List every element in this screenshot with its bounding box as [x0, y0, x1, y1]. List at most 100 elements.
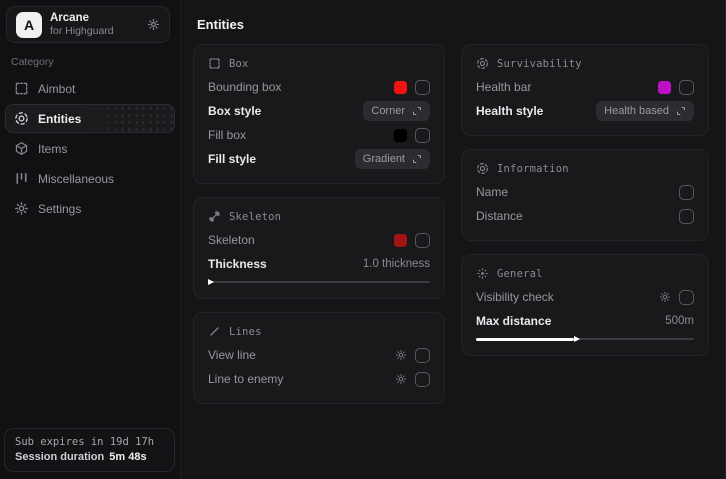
setting-row-bounding-box: Bounding box	[208, 75, 430, 99]
sidebar-item-label: Items	[38, 141, 68, 156]
scan-circle-icon	[14, 111, 29, 126]
gear-icon[interactable]	[395, 349, 407, 361]
health-style-dropdown[interactable]: Health based	[596, 101, 694, 121]
thickness-value: 1.0 thickness	[362, 258, 430, 270]
setting-label: Health style	[476, 104, 544, 118]
slider-thumb[interactable]	[574, 336, 581, 342]
dropdown-value: Corner	[371, 105, 405, 117]
gear-icon[interactable]	[395, 373, 407, 385]
sidebar-item-label: Miscellaneous	[38, 171, 115, 186]
bars-icon	[14, 171, 29, 186]
card-title: Survivability	[497, 57, 582, 70]
setting-label: Bounding box	[208, 80, 282, 94]
sidebar-item-label: Settings	[38, 201, 82, 216]
card-title: Information	[497, 162, 569, 175]
color-swatch[interactable]	[394, 128, 407, 142]
distance-checkbox[interactable]	[679, 208, 694, 224]
setting-row-line-to-enemy: Line to enemy	[208, 367, 430, 391]
diagonal-line-icon	[208, 325, 221, 338]
sidebar-nav: Aimbot Entities Items Miscellaneous	[5, 74, 175, 224]
line-to-enemy-checkbox[interactable]	[415, 371, 430, 387]
skeleton-checkbox[interactable]	[415, 232, 430, 248]
setting-label: View line	[208, 348, 256, 362]
sidebar-item-label: Entities	[38, 111, 82, 126]
sidebar-item-settings[interactable]: Settings	[5, 194, 175, 223]
setting-row-skeleton: Skeleton	[208, 228, 430, 252]
bone-icon	[208, 210, 221, 223]
slider-track	[476, 336, 694, 342]
setting-row-fill-style: Fill style Gradient	[208, 147, 430, 171]
sidebar-item-entities[interactable]: Entities	[5, 104, 175, 133]
right-column: Survivability Health bar Health style He…	[461, 44, 709, 356]
app-subtitle: for Highguard	[50, 25, 114, 38]
corner-pick-icon	[412, 106, 422, 116]
setting-row-max-distance: Max distance 500m	[476, 309, 694, 333]
view-line-checkbox[interactable]	[415, 347, 430, 363]
session-duration-text: Session duration 5m 48s	[15, 451, 164, 463]
color-swatch[interactable]	[394, 233, 407, 247]
setting-label: Fill style	[208, 152, 257, 166]
setting-label: Fill box	[208, 128, 247, 142]
gear-icon[interactable]	[659, 291, 671, 303]
card-title: General	[497, 267, 543, 280]
dot-pattern	[76, 105, 174, 132]
information-card: Information Name Distance	[461, 149, 709, 241]
subscription-info-card: Sub expires in 19d 17h Session duration 5…	[4, 428, 175, 472]
thickness-slider[interactable]	[208, 278, 430, 286]
name-checkbox[interactable]	[679, 184, 694, 200]
setting-row-fill-box: Fill box	[208, 123, 430, 147]
setting-label: Visibility check	[476, 290, 554, 304]
setting-row-health-style: Health style Health based	[476, 99, 694, 123]
slider-fill	[476, 336, 581, 342]
cube-icon	[14, 141, 29, 156]
setting-row-distance: Distance	[476, 204, 694, 228]
max-distance-value: 500m	[665, 315, 694, 327]
card-title: Skeleton	[229, 210, 282, 223]
max-distance-slider[interactable]	[476, 335, 694, 343]
setting-row-view-line: View line	[208, 343, 430, 367]
color-swatch[interactable]	[394, 80, 407, 94]
bounding-box-checkbox[interactable]	[415, 79, 430, 95]
setting-label: Line to enemy	[208, 372, 284, 386]
crosshair-box-icon	[14, 81, 29, 96]
setting-label: Health bar	[476, 80, 532, 94]
app-name: Arcane	[50, 11, 89, 24]
general-card: General Visibility check Max distance 50…	[461, 254, 709, 356]
survivability-card: Survivability Health bar Health style He…	[461, 44, 709, 136]
setting-label: Name	[476, 185, 509, 199]
app-header-card: A Arcane for Highguard	[6, 6, 170, 43]
skeleton-card: Skeleton Skeleton Thickness 1.0 thicknes…	[193, 197, 445, 299]
setting-row-health-bar: Health bar	[476, 75, 694, 99]
box-style-dropdown[interactable]: Corner	[363, 101, 430, 121]
color-swatch[interactable]	[658, 80, 671, 94]
box-card: Box Bounding box Box style Corner	[193, 44, 445, 184]
left-column: Box Bounding box Box style Corner	[193, 44, 445, 404]
setting-label: Max distance	[476, 314, 552, 328]
health-bar-checkbox[interactable]	[679, 79, 694, 95]
slider-thumb[interactable]	[208, 279, 214, 285]
setting-label: Skeleton	[208, 233, 255, 247]
sidebar-item-aimbot[interactable]: Aimbot	[5, 74, 175, 103]
card-title: Box	[229, 57, 249, 70]
page-title: Entities	[197, 17, 244, 32]
scan-circle-icon	[476, 162, 489, 175]
app-avatar: A	[16, 11, 42, 38]
fill-box-checkbox[interactable]	[415, 127, 430, 143]
setting-row-name: Name	[476, 180, 694, 204]
session-duration-value: 5m 48s	[109, 451, 147, 463]
gear-icon[interactable]	[147, 18, 160, 31]
card-title: Lines	[229, 325, 262, 338]
category-label: Category	[11, 56, 54, 68]
scan-circle-icon	[476, 57, 489, 70]
sidebar-item-label: Aimbot	[38, 81, 76, 96]
dropdown-value: Health based	[604, 105, 669, 117]
dashed-box-icon	[208, 57, 221, 70]
visibility-check-checkbox[interactable]	[679, 289, 694, 305]
setting-label: Thickness	[208, 257, 267, 271]
sidebar-item-miscellaneous[interactable]: Miscellaneous	[5, 164, 175, 193]
fill-style-dropdown[interactable]: Gradient	[354, 149, 430, 169]
sidebar-item-items[interactable]: Items	[5, 134, 175, 163]
setting-row-thickness: Thickness 1.0 thickness	[208, 252, 430, 276]
session-duration-label: Session duration	[15, 451, 105, 463]
dropdown-value: Gradient	[362, 153, 405, 165]
